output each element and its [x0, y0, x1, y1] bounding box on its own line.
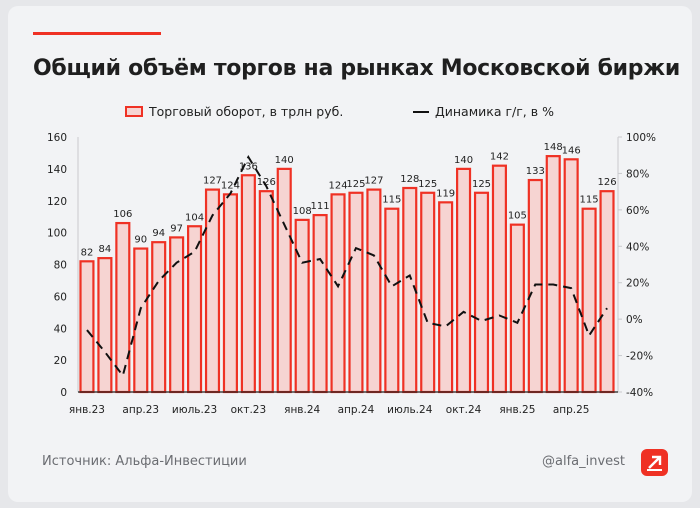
bar-value-label: 148	[544, 142, 563, 153]
bar	[294, 218, 310, 394]
bar	[599, 190, 615, 394]
bar-value-label: 140	[454, 155, 473, 166]
bar	[491, 164, 507, 394]
left-tick-label: 100	[47, 228, 67, 240]
bar	[240, 174, 256, 394]
chart-title: Общий объём торгов на рынках Московской …	[33, 56, 680, 81]
bar-value-label: 90	[134, 235, 147, 246]
bar	[348, 191, 364, 394]
legend-swatch-line	[413, 110, 429, 113]
bar-value-label: 82	[81, 247, 94, 258]
right-tick-label: -40%	[626, 387, 653, 399]
bar	[330, 193, 346, 394]
bar-value-label: 119	[436, 188, 455, 199]
bar	[312, 213, 328, 394]
bar-value-label: 84	[99, 244, 112, 255]
bar	[563, 158, 579, 394]
left-tick-label: 120	[47, 196, 67, 208]
x-tick-label: июль.24	[387, 404, 433, 416]
x-tick-label: июль.23	[172, 404, 217, 416]
bar-value-label: 126	[597, 177, 616, 188]
bar-value-label: 136	[239, 161, 258, 172]
x-tick-label: янв.25	[499, 404, 535, 416]
bar-value-label: 104	[185, 212, 204, 223]
bar	[169, 236, 185, 394]
right-tick-label: 40%	[626, 241, 649, 253]
bar-value-label: 97	[170, 223, 183, 234]
x-tick-label: янв.24	[284, 404, 320, 416]
bar	[456, 167, 472, 394]
bar	[97, 257, 113, 394]
bar-value-label: 127	[364, 176, 383, 187]
handle-text: @alfa_invest	[542, 454, 626, 469]
bar	[187, 225, 203, 394]
bar-value-label: 115	[382, 195, 401, 206]
bar	[79, 260, 95, 394]
bar-value-label: 111	[311, 201, 330, 212]
left-tick-label: 80	[54, 260, 67, 272]
bar-value-label: 125	[472, 179, 491, 190]
alfa-arrow-logo-icon	[641, 449, 668, 476]
x-tick-label: окт.23	[231, 404, 267, 416]
bar-value-label: 125	[418, 179, 437, 190]
bar-value-label: 108	[293, 206, 312, 217]
legend-swatch-bar	[125, 106, 143, 117]
accent-line	[33, 32, 161, 35]
bar-value-label: 140	[275, 155, 294, 166]
x-tick-label: апр.24	[338, 404, 375, 416]
bar-value-label: 125	[346, 179, 365, 190]
left-tick-label: 60	[54, 291, 67, 303]
bar	[384, 207, 400, 394]
legend-item-bars: Торговый оборот, в трлн руб.	[125, 104, 343, 119]
bar-value-label: 124	[328, 180, 347, 191]
right-tick-label: 20%	[626, 278, 649, 290]
right-tick-label: 60%	[626, 205, 649, 217]
legend-item-line: Динамика г/г, в %	[413, 104, 554, 119]
bar-value-label: 105	[508, 211, 527, 222]
bar	[276, 167, 292, 394]
bar-value-label: 126	[257, 177, 276, 188]
bar	[151, 241, 167, 394]
bar	[115, 221, 131, 394]
bar	[545, 155, 561, 394]
right-tick-label: -20%	[626, 351, 653, 363]
legend-label-bars: Торговый оборот, в трлн руб.	[149, 104, 344, 119]
bar-value-label: 128	[400, 174, 419, 185]
bar-value-label: 124	[221, 180, 240, 191]
bar-value-label: 94	[152, 228, 165, 239]
source-text: Источник: Альфа-Инвестиции	[42, 454, 247, 469]
left-tick-label: 160	[47, 132, 67, 144]
left-tick-label: 0	[60, 387, 67, 399]
right-tick-label: 80%	[626, 168, 649, 180]
left-tick-label: 20	[54, 355, 67, 367]
bar-value-label: 127	[203, 176, 222, 187]
bar-value-label: 133	[526, 166, 545, 177]
bar	[258, 190, 274, 394]
yoy-line	[86, 154, 608, 378]
legend-label-line: Динамика г/г, в %	[435, 104, 554, 119]
x-tick-label: янв.23	[69, 404, 105, 416]
bar-value-label: 106	[113, 209, 132, 220]
bar	[581, 207, 597, 394]
bar	[204, 188, 221, 394]
bar-value-label: 146	[562, 145, 581, 156]
bar	[509, 223, 525, 394]
x-tick-label: окт.24	[446, 404, 482, 416]
bar	[366, 188, 382, 394]
left-tick-label: 140	[47, 164, 67, 176]
bar-value-label: 115	[580, 195, 599, 206]
right-tick-label: 100%	[626, 132, 656, 144]
bar	[133, 247, 149, 394]
bar	[438, 201, 454, 394]
bar	[473, 191, 490, 394]
bar-value-label: 142	[490, 152, 509, 163]
left-tick-label: 40	[54, 323, 67, 335]
right-tick-label: 0%	[626, 314, 643, 326]
x-tick-label: апр.25	[553, 404, 590, 416]
x-tick-label: апр.23	[122, 404, 159, 416]
bar	[222, 193, 238, 394]
bar	[420, 191, 436, 394]
